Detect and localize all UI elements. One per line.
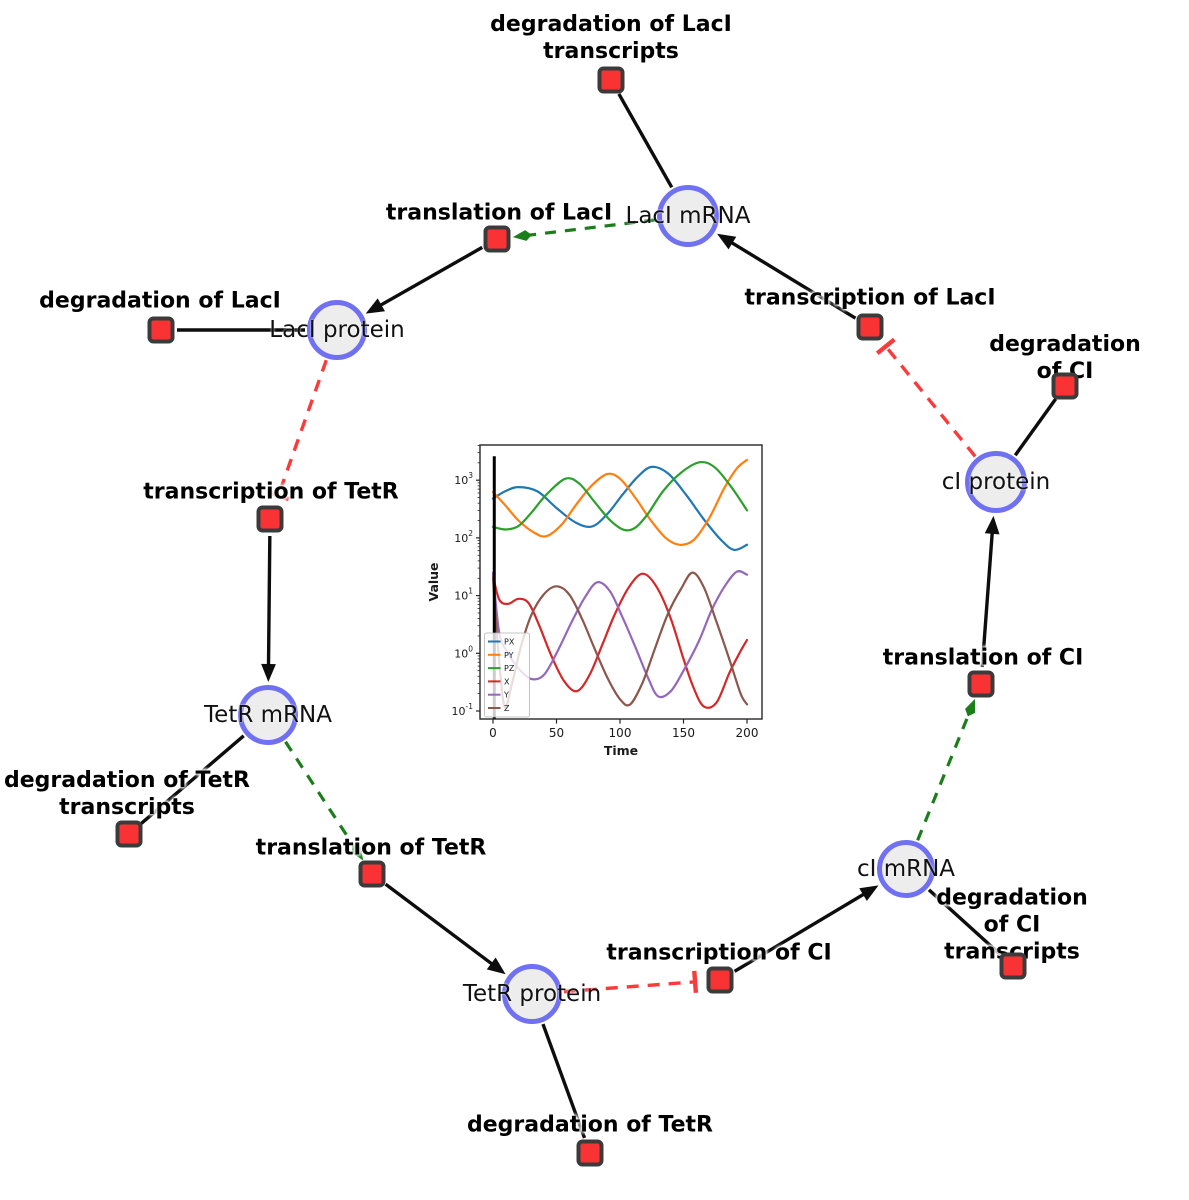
- chart-y-axis-label: Value: [426, 562, 441, 601]
- arrowhead: [859, 885, 879, 901]
- reaction-label-transcription-ci: transcription of CI: [606, 940, 832, 966]
- species-label-laci-mrna: LacI mRNA: [625, 203, 751, 229]
- edge-ci-protein-deg-ci: [1013, 398, 1058, 457]
- edge-laci-mrna-translation-laci: [512, 218, 656, 241]
- reaction-label-deg-tetr: degradation of TetR: [466, 1112, 714, 1138]
- edge-translation-ci-ci-protein: [980, 515, 1000, 668]
- chart-series-PX: [491, 465, 749, 552]
- edge-tetr-protein-deg-tetr: [541, 1023, 587, 1139]
- species-node-laci-mrna[interactable]: LacI mRNA: [626, 185, 750, 247]
- arrowhead: [365, 298, 385, 314]
- species-label-tetr-protein: TetR protein: [462, 981, 602, 1007]
- reaction-node-deg-tetr-transcripts[interactable]: [115, 820, 143, 848]
- edge-tetr-mrna-deg-tetr-transcripts: [140, 734, 245, 825]
- reaction-node-translation-ci[interactable]: [967, 670, 995, 698]
- inhibition-tee: [692, 970, 699, 993]
- reaction-node-transcription-tetr[interactable]: [256, 505, 284, 533]
- edge-translation-laci-laci-protein: [365, 245, 484, 314]
- species-node-tetr-protein[interactable]: TetR protein: [463, 964, 601, 1024]
- chart-x-tick-label: 100: [609, 726, 632, 740]
- reaction-node-deg-laci-transcripts[interactable]: [597, 66, 625, 94]
- edge-ci-mrna-translation-ci: [916, 698, 976, 841]
- arrowhead: [486, 957, 506, 975]
- chart-x-tick-label: 200: [736, 726, 759, 740]
- arrowhead: [717, 233, 737, 250]
- chart-legend-entry-PZ: PZ: [504, 664, 515, 673]
- chart-series-PY: [491, 458, 749, 546]
- edge-transcription-laci-laci-mrna: [717, 233, 857, 320]
- species-node-laci-protein[interactable]: LacI protein: [269, 300, 405, 360]
- inset-chart: 10-1 100 101 102 103 0 50 100 150 200 Time Value PX P…: [420, 430, 780, 780]
- edge-tetr-mrna-translation-tetr: [284, 740, 364, 861]
- reaction-node-deg-ci-transcripts[interactable]: [999, 952, 1027, 980]
- reaction-node-deg-tetr[interactable]: [576, 1139, 604, 1167]
- reaction-node-transcription-ci[interactable]: [706, 966, 734, 994]
- chart-legend: PX PY PZ XYZ: [484, 632, 530, 718]
- species-label-laci-protein: LacI protein: [269, 317, 405, 343]
- species-label-ci-protein: cI protein: [941, 469, 1051, 495]
- reaction-node-translation-tetr[interactable]: [358, 860, 386, 888]
- reaction-label-translation-tetr: translation of TetR: [255, 835, 487, 861]
- modifier-arrowhead: [965, 698, 976, 717]
- chart-series-X: [491, 572, 749, 709]
- edge-transcription-tetr-tetr-mrna: [261, 535, 276, 683]
- edge-ci-mrna-deg-ci-transcripts: [927, 888, 1003, 957]
- inhibition-tee: [875, 337, 896, 356]
- reaction-node-deg-laci[interactable]: [147, 316, 175, 344]
- chart-legend-entry-Y: Y: [503, 691, 509, 700]
- chart-x-tick-label: 150: [672, 726, 695, 740]
- reaction-node-transcription-laci[interactable]: [856, 313, 884, 341]
- species-node-ci-mrna[interactable]: cI mRNA: [857, 840, 955, 898]
- reaction-label-translation-laci: translation of LacI: [385, 200, 613, 226]
- modifier-arrowhead: [351, 844, 364, 861]
- chart-axes-frame: [479, 444, 763, 720]
- chart-legend-entry-Z: Z: [504, 704, 510, 713]
- edge-transcription-ci-ci-mrna: [733, 885, 879, 973]
- chart-legend-entry-X: X: [504, 677, 510, 686]
- modifier-arrowhead: [512, 230, 532, 241]
- reaction-node-translation-laci[interactable]: [483, 225, 511, 253]
- arrowhead: [261, 663, 276, 683]
- chart-x-tick-label: 50: [549, 726, 564, 740]
- species-label-ci-mrna: cI mRNA: [856, 856, 956, 882]
- chart-legend-entry-PX: PX: [504, 638, 515, 647]
- species-node-tetr-mrna[interactable]: TetR mRNA: [204, 685, 332, 745]
- chart-series-PZ: [491, 460, 749, 532]
- reaction-label-deg-laci: degradation of LacI: [39, 288, 281, 314]
- edge-tetr-protein-transcription-ci: [563, 970, 699, 994]
- chart-x-axis-label: Time: [604, 743, 638, 758]
- species-label-tetr-mrna: TetR mRNA: [204, 702, 332, 728]
- reaction-label-deg-laci-transcripts: degradation of LacI transcripts: [490, 12, 732, 64]
- reaction-label-transcription-laci: transcription of LacI: [744, 285, 996, 311]
- edge-laci-mrna-deg-laci-transcripts: [617, 93, 674, 189]
- edge-ci-protein-transcription-laci: [875, 337, 977, 458]
- reaction-label-transcription-tetr: transcription of TetR: [143, 479, 399, 505]
- inhibition-tee: [267, 489, 290, 502]
- reaction-label-translation-ci: translation of CI: [882, 645, 1084, 671]
- reaction-node-deg-ci[interactable]: [1051, 372, 1079, 400]
- edge-laci-protein-transcription-tetr: [267, 359, 328, 502]
- arrowhead: [984, 515, 1000, 535]
- edge-translation-tetr-tetr-protein: [384, 882, 506, 975]
- chart-x-tick-label: 0: [489, 726, 497, 740]
- chart-legend-entry-PY: PY: [504, 651, 514, 660]
- species-node-ci-protein[interactable]: cI protein: [942, 451, 1050, 513]
- reaction-label-deg-ci: degradation of CI: [989, 332, 1141, 384]
- reaction-label-deg-tetr-transcripts: degradation of TetR transcripts: [3, 768, 251, 820]
